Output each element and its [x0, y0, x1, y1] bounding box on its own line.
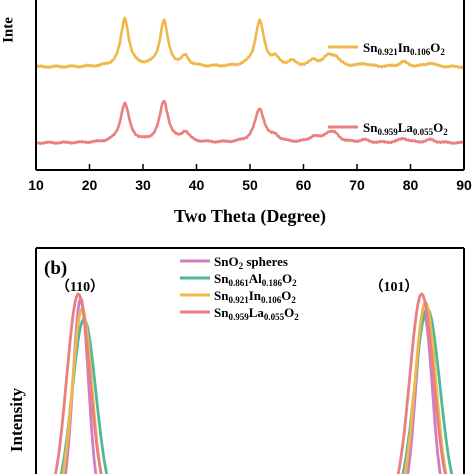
legend-label-Sn0.921In0.106O2: Sn0.921In0.106O2	[363, 40, 445, 57]
legend-label-Sn0.861Al0.186O2: Sn0.861Al0.186O2	[214, 271, 297, 288]
legend-label-Sn0.959La0.055O2: Sn0.959La0.055O2	[363, 120, 448, 137]
series-line-Sn0.921In0.106O2	[61, 306, 103, 474]
series-line-Sn0.959La0.055O2	[35, 99, 465, 146]
series-line-Sn0.921In0.106O2	[35, 16, 465, 70]
panel-a-traces	[35, 16, 465, 146]
panel-a-x-ticks: 10 20 30 40 50 60 70 80 90	[28, 164, 472, 193]
x-tick-label: 10	[28, 177, 44, 193]
x-tick-label: 40	[189, 177, 205, 193]
x-tick-label: 80	[403, 177, 419, 193]
series-line-SnO2 spheres	[406, 312, 442, 474]
x-tick-label: 60	[296, 177, 312, 193]
legend-label-SnO2 spheres: SnO2 spheres	[214, 254, 288, 271]
panel-a-legend: Sn0.921In0.106O2 Sn0.959La0.055O2	[328, 40, 448, 137]
panel-b: (b) Intensity （110） （101） SnO2 spheresSn…	[7, 247, 465, 474]
panel-b-legend: SnO2 spheresSn0.861Al0.186O2Sn0.921In0.1…	[180, 254, 299, 322]
x-tick-label: 90	[456, 177, 472, 193]
legend-label-Sn0.921In0.106O2: Sn0.921In0.106O2	[214, 288, 296, 305]
series-line-Sn0.959La0.055O2	[396, 292, 447, 474]
panel-b-label: (b)	[44, 258, 67, 279]
x-tick-label: 50	[242, 177, 258, 193]
series-line-Sn0.959La0.055O2	[54, 292, 103, 474]
peak-label-101: （101）	[370, 279, 419, 295]
panel-a-y-axis-label: Inte	[0, 17, 16, 43]
series-line-Sn0.921In0.106O2	[403, 300, 448, 474]
x-tick-label: 30	[135, 177, 151, 193]
legend-label-Sn0.959La0.055O2: Sn0.959La0.055O2	[214, 305, 299, 322]
x-tick-label: 70	[349, 177, 365, 193]
peak-label-110: （110）	[56, 279, 104, 295]
panel-b-y-axis-label: Intensity	[7, 387, 26, 452]
panel-b-traces	[54, 292, 454, 474]
x-tick-label: 20	[82, 177, 98, 193]
panel-a-x-axis-label: Two Theta (Degree)	[174, 206, 326, 227]
